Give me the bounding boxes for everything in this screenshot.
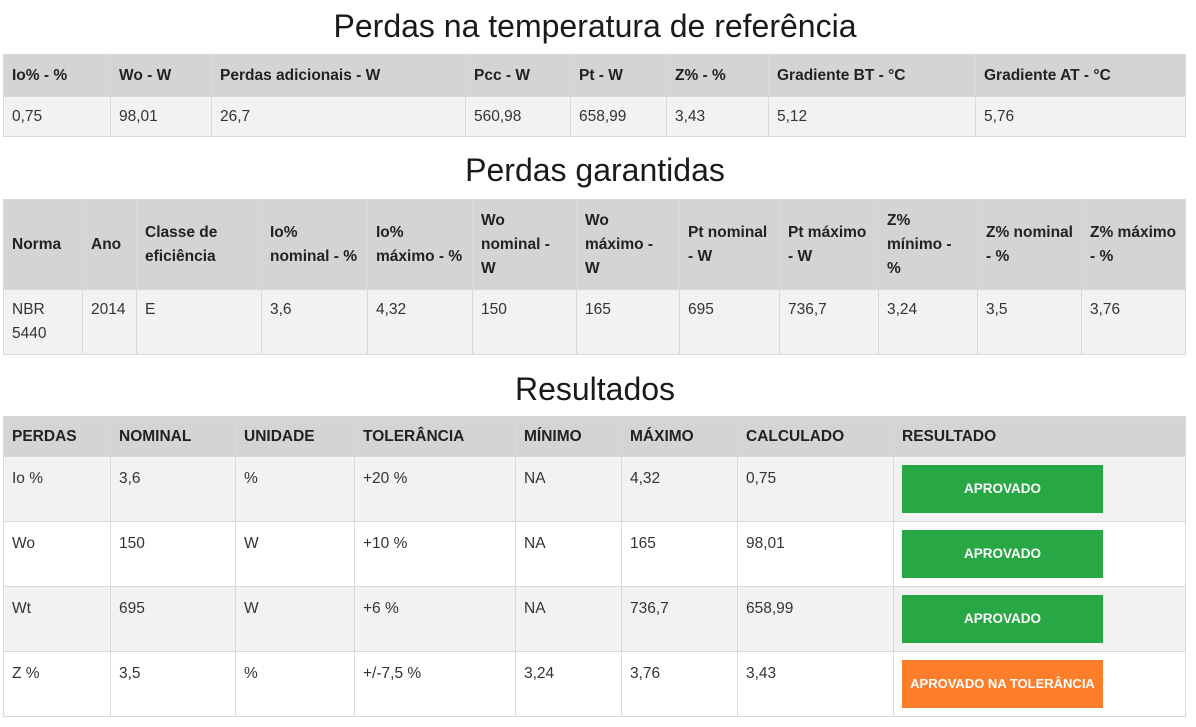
table-cell: 3,76 xyxy=(1081,289,1186,355)
result-status-button[interactable]: APROVADO xyxy=(902,595,1103,643)
table-cell: +20 % xyxy=(354,456,516,522)
table-cell: 736,7 xyxy=(779,289,879,355)
table-cell: NA xyxy=(515,521,622,587)
column-header: Pcc - W xyxy=(465,54,571,97)
section-title-results: Resultados xyxy=(514,371,676,407)
column-header: Z% mínimo - % xyxy=(878,199,978,290)
table-row: Wo 150 W +10 % NA 165 98,01 APROVADO xyxy=(3,521,1186,587)
table-row: Io % 3,6 % +20 % NA 4,32 0,75 APROVADO xyxy=(3,456,1186,522)
table-cell: Z % xyxy=(3,651,111,717)
column-header: Z% nominal - % xyxy=(977,199,1082,290)
table-cell: 3,6 xyxy=(110,456,236,522)
column-header: Ano xyxy=(82,199,137,290)
column-header: Perdas adicionais - W xyxy=(211,54,466,97)
column-header: MÍNIMO xyxy=(515,416,622,457)
table-cell: 165 xyxy=(576,289,680,355)
section-title-reference-losses: Perdas na temperatura de referência xyxy=(333,8,857,44)
table-cell: 3,43 xyxy=(666,96,769,137)
table-cell: 2014 xyxy=(82,289,137,355)
table-cell: 26,7 xyxy=(211,96,466,137)
reference-losses-table: Io% - % Wo - W Perdas adicionais - W Pcc… xyxy=(3,54,1186,137)
table-header-row: Norma Ano Classe de eficiência Io% nomin… xyxy=(3,199,1186,290)
table-cell: 4,32 xyxy=(367,289,473,355)
table-cell: Io % xyxy=(3,456,111,522)
table-cell: 3,76 xyxy=(621,651,738,717)
table-cell: 150 xyxy=(110,521,236,587)
table-cell: 658,99 xyxy=(570,96,667,137)
table-cell: 5,12 xyxy=(768,96,976,137)
table-cell: 0,75 xyxy=(737,456,894,522)
table-cell: 98,01 xyxy=(110,96,212,137)
result-cell: APROVADO xyxy=(893,586,1186,652)
table-cell: +6 % xyxy=(354,586,516,652)
column-header: Pt máximo - W xyxy=(779,199,879,290)
table-cell: 5,76 xyxy=(975,96,1186,137)
guaranteed-losses-table: Norma Ano Classe de eficiência Io% nomin… xyxy=(3,199,1186,355)
table-cell: 3,5 xyxy=(977,289,1082,355)
table-cell: 3,43 xyxy=(737,651,894,717)
table-row: Z % 3,5 % +/-7,5 % 3,24 3,76 3,43 APROVA… xyxy=(3,651,1186,717)
result-status-button[interactable]: APROVADO xyxy=(902,530,1103,578)
column-header: RESULTADO xyxy=(893,416,1186,457)
column-header: NOMINAL xyxy=(110,416,236,457)
column-header: Gradiente AT - °C xyxy=(975,54,1186,97)
table-cell: W xyxy=(235,586,355,652)
table-cell: % xyxy=(235,456,355,522)
column-header: Pt - W xyxy=(570,54,667,97)
table-cell: 658,99 xyxy=(737,586,894,652)
section-title-guaranteed-losses: Perdas garantidas xyxy=(465,152,725,188)
table-cell: 98,01 xyxy=(737,521,894,587)
column-header: Io% - % xyxy=(3,54,111,97)
column-header: TOLERÂNCIA xyxy=(354,416,516,457)
column-header: Wo máximo - W xyxy=(576,199,680,290)
table-cell: +10 % xyxy=(354,521,516,587)
table-row: NBR 5440 2014 E 3,6 4,32 150 165 695 736… xyxy=(3,289,1186,355)
column-header: Wo - W xyxy=(110,54,212,97)
table-cell: Wt xyxy=(3,586,111,652)
table-cell: 695 xyxy=(679,289,780,355)
table-row: Wt 695 W +6 % NA 736,7 658,99 APROVADO xyxy=(3,586,1186,652)
table-cell: 4,32 xyxy=(621,456,738,522)
table-cell: % xyxy=(235,651,355,717)
column-header: Classe de eficiência xyxy=(136,199,262,290)
results-table: PERDAS NOMINAL UNIDADE TOLERÂNCIA MÍNIMO… xyxy=(3,416,1186,717)
table-cell: NA xyxy=(515,586,622,652)
table-header-row: PERDAS NOMINAL UNIDADE TOLERÂNCIA MÍNIMO… xyxy=(3,416,1186,457)
table-cell: +/-7,5 % xyxy=(354,651,516,717)
column-header: CALCULADO xyxy=(737,416,894,457)
column-header: Norma xyxy=(3,199,83,290)
table-cell: NA xyxy=(515,456,622,522)
result-status-button[interactable]: APROVADO xyxy=(902,465,1103,513)
column-header: PERDAS xyxy=(3,416,111,457)
result-cell: APROVADO NA TOLERÂNCIA xyxy=(893,651,1186,717)
table-cell: 150 xyxy=(472,289,577,355)
result-cell: APROVADO xyxy=(893,521,1186,587)
table-cell: 736,7 xyxy=(621,586,738,652)
table-cell: 0,75 xyxy=(3,96,111,137)
table-cell: 3,24 xyxy=(878,289,978,355)
table-cell: 3,5 xyxy=(110,651,236,717)
table-cell: Wo xyxy=(3,521,111,587)
table-cell: 695 xyxy=(110,586,236,652)
table-row: 0,75 98,01 26,7 560,98 658,99 3,43 5,12 … xyxy=(3,96,1186,137)
table-cell: E xyxy=(136,289,262,355)
table-cell: 560,98 xyxy=(465,96,571,137)
table-cell: 3,24 xyxy=(515,651,622,717)
column-header: Wo nominal - W xyxy=(472,199,577,290)
table-cell: 3,6 xyxy=(261,289,368,355)
column-header: MÁXIMO xyxy=(621,416,738,457)
table-cell: NBR 5440 xyxy=(3,289,83,355)
table-header-row: Io% - % Wo - W Perdas adicionais - W Pcc… xyxy=(3,54,1186,97)
table-cell: W xyxy=(235,521,355,587)
column-header: Z% máximo - % xyxy=(1081,199,1186,290)
result-cell: APROVADO xyxy=(893,456,1186,522)
column-header: Z% - % xyxy=(666,54,769,97)
table-cell: 165 xyxy=(621,521,738,587)
column-header: Io% máximo - % xyxy=(367,199,473,290)
column-header: Io% nominal - % xyxy=(261,199,368,290)
result-status-button[interactable]: APROVADO NA TOLERÂNCIA xyxy=(902,660,1103,708)
column-header: Gradiente BT - °C xyxy=(768,54,976,97)
column-header: UNIDADE xyxy=(235,416,355,457)
column-header: Pt nominal - W xyxy=(679,199,780,290)
